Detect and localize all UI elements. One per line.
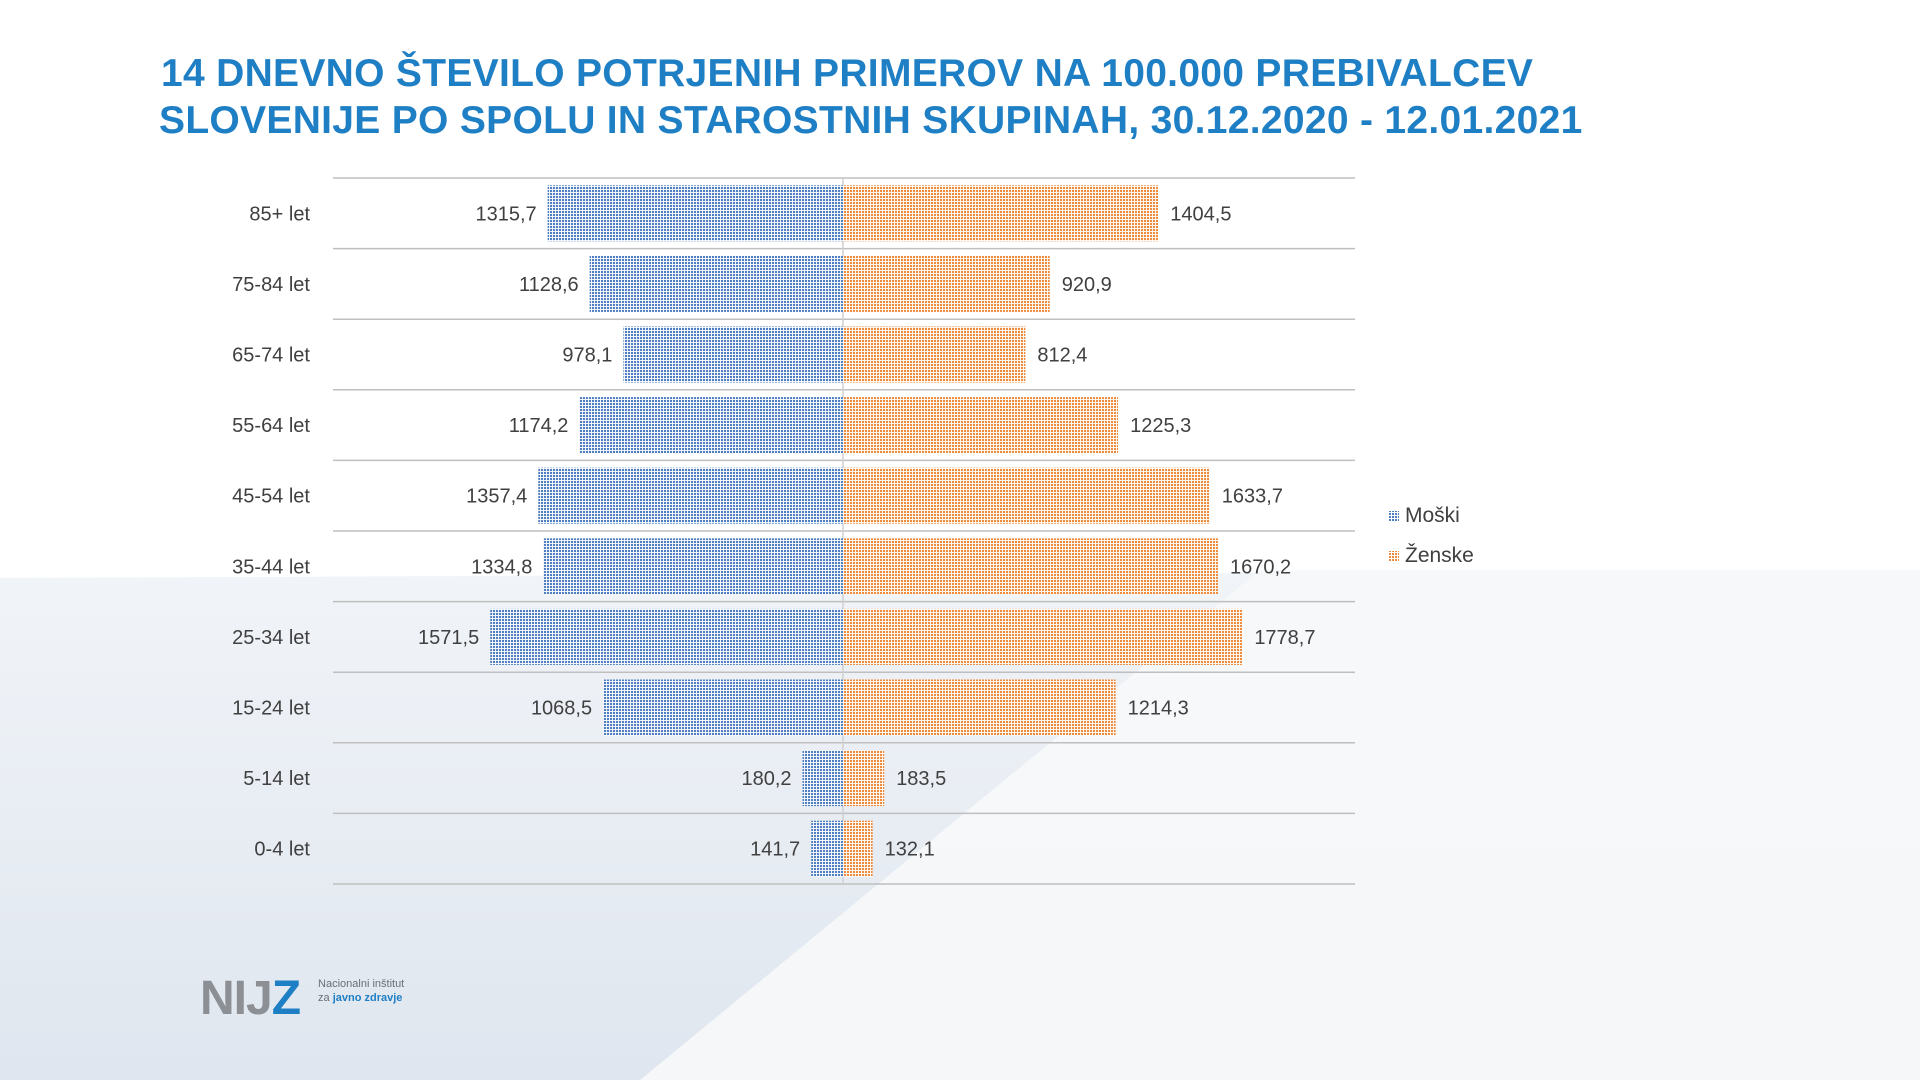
- data-label-female: 920,9: [1062, 274, 1112, 296]
- bar-male: [579, 397, 843, 454]
- legend-swatch-male: [1388, 510, 1399, 522]
- data-label-female: 1670,2: [1230, 556, 1291, 578]
- data-label-female: 132,1: [885, 839, 935, 861]
- data-label-male: 1334,8: [471, 556, 532, 578]
- data-label-female: 1404,5: [1170, 203, 1231, 225]
- bar-male: [490, 608, 843, 665]
- data-label-male: 978,1: [562, 345, 612, 367]
- bars: [490, 185, 1243, 877]
- category-label: 65-74 let: [232, 345, 310, 367]
- data-label-female: 1778,7: [1254, 627, 1315, 649]
- data-label-male: 1315,7: [475, 203, 536, 225]
- data-label-male: 1357,4: [466, 486, 527, 508]
- bar-male: [543, 538, 843, 595]
- chart-title-line2: SLOVENIJE PO SPOLU IN STAROSTNIH SKUPINA…: [159, 99, 1583, 142]
- bar-female: [843, 608, 1243, 665]
- bar-male: [623, 326, 843, 383]
- data-label-female: 1633,7: [1222, 486, 1283, 508]
- gridlines: [333, 177, 1355, 885]
- chart-title-line1: 14 DNEVNO ŠTEVILO POTRJENIH PRIMEROV NA …: [161, 52, 1534, 95]
- data-label-male: 141,7: [750, 839, 800, 861]
- legend: Moški Ženske: [1388, 496, 1474, 576]
- bar-male: [538, 467, 843, 524]
- data-label-male: 1571,5: [418, 627, 479, 649]
- data-label-male: 180,2: [741, 768, 791, 790]
- bar-male: [589, 255, 843, 312]
- category-label: 55-64 let: [232, 415, 310, 437]
- bar-male: [603, 679, 843, 736]
- category-label: 85+ let: [249, 203, 310, 225]
- category-label: 75-84 let: [232, 274, 310, 296]
- bar-female: [843, 397, 1119, 454]
- legend-swatch-female: [1388, 550, 1399, 562]
- legend-label-female: Ženske: [1405, 544, 1474, 567]
- labels: 85+ let 1315,7 1404,5 75-84 let 1128,6 920,9 6…: [232, 203, 1315, 860]
- bar-female: [843, 185, 1159, 242]
- bar-female: [843, 538, 1218, 595]
- data-label-male: 1174,2: [509, 415, 569, 437]
- category-label: 15-24 let: [232, 698, 310, 720]
- data-label-female: 183,5: [896, 768, 946, 790]
- category-label: 25-34 let: [232, 627, 310, 649]
- bar-female: [843, 467, 1210, 524]
- legend-item-female: Ženske: [1388, 536, 1474, 576]
- nijz-logo: NIJZ Nacionalni inštitut za javno zdravj…: [200, 975, 404, 1023]
- bar-female: [843, 679, 1116, 736]
- bar-female: [843, 750, 885, 807]
- data-label-male: 1068,5: [531, 698, 592, 720]
- category-label: 0-4 let: [254, 839, 310, 861]
- bar-male: [802, 750, 843, 807]
- logo-mark: NIJZ: [200, 972, 301, 1025]
- chart-title: 14 DNEVNO ŠTEVILO POTRJENIH PRIMEROV NA …: [159, 50, 1861, 144]
- logo-tagline: Nacionalni inštitut za javno zdravje: [318, 978, 405, 1004]
- data-label-female: 1214,3: [1128, 698, 1189, 720]
- data-label-male: 1128,6: [519, 274, 579, 296]
- category-label: 5-14 let: [243, 768, 310, 790]
- bar-female: [843, 255, 1050, 312]
- bar-male: [547, 185, 843, 242]
- data-label-female: 812,4: [1037, 345, 1087, 367]
- legend-item-male: Moški: [1388, 496, 1474, 536]
- bar-female: [843, 326, 1026, 383]
- bar-female: [843, 820, 873, 877]
- category-label: 35-44 let: [232, 556, 310, 578]
- bar-male: [811, 820, 843, 877]
- category-label: 45-54 let: [232, 486, 310, 508]
- legend-label-male: Moški: [1405, 504, 1460, 527]
- data-label-female: 1225,3: [1130, 415, 1191, 437]
